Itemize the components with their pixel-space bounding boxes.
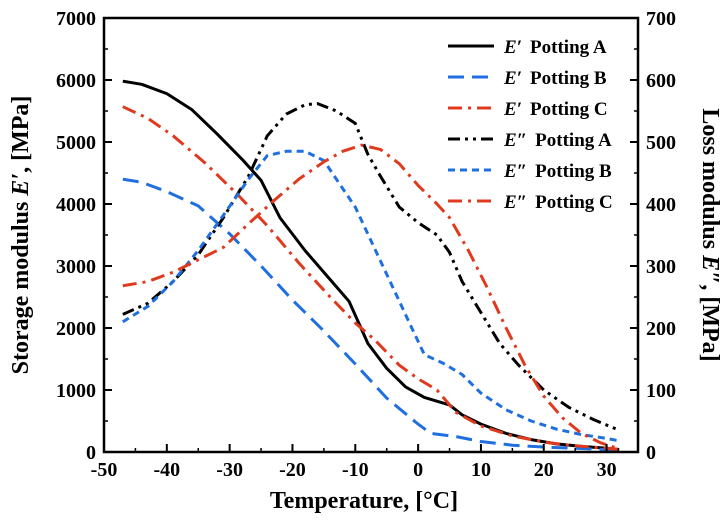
series-line-1	[122, 79, 620, 451]
y-left-axis-title-prefix: Storage modulus	[8, 196, 34, 375]
legend-entry-name: Potting B	[535, 161, 612, 182]
legend-entry-symbol: E′	[503, 99, 522, 120]
x-tick-label: 20	[534, 459, 554, 481]
legend-entry-symbol: E′	[503, 37, 522, 58]
y-right-axis-title-symbol: E″	[697, 254, 722, 284]
y-left-tick-label: 2000	[56, 318, 96, 340]
x-tick-label: -10	[342, 459, 369, 481]
x-tick-label: -40	[153, 459, 180, 481]
x-tick-label: 30	[597, 459, 617, 481]
legend-entry-symbol: E″	[503, 130, 527, 151]
y-right-axis-title: Loss modulus E″, [MPa]	[697, 108, 722, 361]
y-left-tick-label: 5000	[56, 132, 96, 154]
legend-entry-symbol: E″	[503, 161, 527, 182]
y-right-tick-label: 200	[646, 318, 676, 340]
y-left-axis-title-symbol: E′	[8, 173, 34, 197]
legend-entry: E′ Potting C	[503, 99, 608, 120]
y-right-tick-label: 700	[646, 8, 676, 30]
y-left-tick-label: 0	[86, 442, 96, 464]
y-right-axis-title-suffix: , [MPa]	[697, 284, 722, 361]
x-tick-label: 0	[413, 459, 423, 481]
y-left-tick-label: 3000	[56, 256, 96, 278]
y-left-axis-title-suffix: , [MPa]	[8, 96, 34, 173]
y-right-tick-label: 400	[646, 194, 676, 216]
y-left-tick-label: 6000	[56, 70, 96, 92]
axes	[102, 16, 640, 454]
y-right-axis-title-prefix: Loss modulus	[697, 108, 722, 255]
y-right-tick-label: 300	[646, 256, 676, 278]
y-right-tick-label: 100	[646, 380, 676, 402]
y-left-tick-label: 1000	[56, 380, 96, 402]
y-left-axis-title: Storage modulus E′, [MPa]	[8, 96, 34, 375]
legend-entry: E″ Potting B	[503, 161, 612, 182]
legend-entry: E′ Potting A	[503, 37, 607, 58]
series-line-2	[122, 177, 620, 452]
x-tick-label: -30	[216, 459, 243, 481]
series-line-6	[122, 143, 620, 451]
series-line-5	[122, 149, 620, 443]
series-line-4	[122, 102, 620, 432]
y-left-tick-label: 4000	[56, 194, 96, 216]
legend-entry-name: Potting C	[535, 192, 613, 213]
series-line-3	[122, 105, 620, 451]
x-tick-label: -20	[279, 459, 306, 481]
legend-entry-symbol: E″	[503, 192, 527, 213]
legend-entry: E″ Potting C	[503, 192, 613, 213]
y-left-tick-label: 7000	[56, 8, 96, 30]
x-axis-title: Temperature, [°C]	[270, 488, 458, 514]
legend-entry-symbol: E′	[503, 68, 522, 89]
legend-entry: E′ Potting B	[503, 68, 607, 89]
plot-area	[122, 79, 620, 452]
legend-entry-name: Potting B	[530, 68, 607, 89]
legend-entry: E″ Potting A	[503, 130, 612, 151]
y-right-tick-label: 0	[646, 442, 656, 464]
x-tick-label: -50	[91, 459, 118, 481]
legend-entry-name: Potting C	[530, 99, 608, 120]
x-tick-label: 10	[471, 459, 491, 481]
legend-entry-name: Potting A	[530, 37, 607, 58]
y-right-tick-label: 600	[646, 70, 676, 92]
legend: E′ Potting AE′ Potting BE′ Potting CE″ Potti…	[448, 37, 613, 213]
tick-labels: -50 -40 -30 -20 -10 0 10 20 30010002000300040005…	[56, 8, 676, 481]
y-right-tick-label: 500	[646, 132, 676, 154]
legend-entry-name: Potting A	[535, 130, 612, 151]
